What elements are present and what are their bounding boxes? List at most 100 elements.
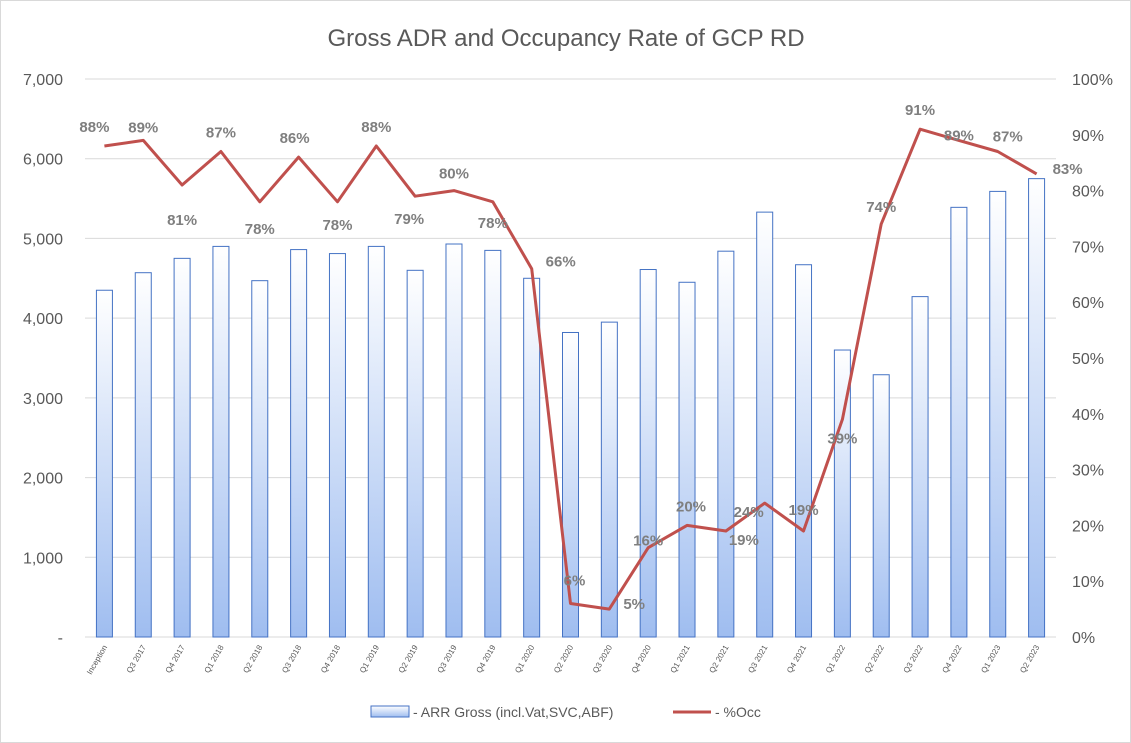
x-tick-label: Q4 2019 [474,643,497,675]
occupancy-data-label: 39% [827,430,857,447]
x-tick-label: Q3 2022 [902,643,925,675]
occupancy-data-label: 78% [245,221,275,238]
bar [989,190,1007,638]
y-right-tick-label: 70% [1072,239,1104,256]
bar [639,269,657,638]
occupancy-data-label: 79% [394,211,424,228]
bar [833,349,851,638]
occupancy-data-label: 83% [1053,161,1083,178]
bar [717,250,735,638]
bar-series [95,178,1046,638]
bar [251,280,269,638]
occupancy-data-label: 91% [905,102,935,119]
x-tick-label: Q3 2020 [591,643,614,675]
bar [678,281,696,638]
occupancy-data-label: 78% [478,215,508,232]
x-tick-label: Q3 2017 [125,643,148,675]
occupancy-data-label: 6% [564,573,586,590]
y-left-tick-label: 7,000 [23,72,63,89]
x-tick-label: Q3 2018 [280,643,303,675]
bar [290,249,308,638]
y-left-tick-label: 3,000 [23,391,63,408]
legend-bar-swatch [370,705,410,718]
bar [445,243,463,638]
occupancy-data-label: 80% [439,166,469,183]
occupancy-data-label: 74% [866,199,896,216]
x-tick-label: Q2 2021 [707,643,730,675]
bar [950,206,968,638]
y-right-tick-label: 50% [1072,351,1104,368]
y-right-tick-label: 80% [1072,184,1104,201]
y-right-tick-label: 100% [1072,72,1113,89]
data-labels: 88% 89% 81% 87% 78% 86% 78% 88% 79% 80% 78% 66% 6% 5%… [79,102,1082,613]
occupancy-data-label: 20% [676,498,706,515]
bar [173,257,191,638]
bar [367,245,385,638]
line-series [104,127,1038,611]
occupancy-data-label: 89% [128,119,158,136]
legend-bar-label: - ARR Gross (incl.Vat,SVC,ABF) [413,704,613,720]
occupancy-data-label: 78% [322,217,352,234]
x-tick-label: Q2 2022 [863,643,886,675]
x-axis: Inception Q3 2017 Q4 2017 Q1 2018 Q2 2018 Q3 … [85,643,1041,676]
bar [95,289,113,638]
occupancy-line [104,127,1038,611]
bar [212,245,230,638]
y-axis-left: - 1,000 2,000 3,000 4,000 5,000 6,000 7,000 [23,72,63,647]
occupancy-data-label: 89% [944,127,974,144]
bar [484,249,502,638]
bar [134,272,152,638]
bar [1028,178,1046,638]
x-tick-label: Q1 2018 [203,643,226,675]
y-right-tick-label: 40% [1072,407,1104,424]
x-tick-label: Q3 2019 [436,643,459,675]
y-right-tick-label: 20% [1072,518,1104,535]
bar [523,277,541,638]
bar [872,374,890,638]
x-tick-label: Inception [85,644,109,677]
occupancy-data-label: 5% [623,596,645,613]
occupancy-data-label: 86% [280,130,310,147]
x-tick-label: Q1 2019 [358,643,381,675]
x-tick-label: Q2 2018 [241,643,264,675]
y-left-tick-label: 1,000 [23,550,63,567]
occupancy-data-label: 19% [789,502,819,519]
occupancy-data-label: 87% [206,125,236,142]
legend-line-label: - %Occ [715,704,761,720]
y-right-tick-label: 60% [1072,295,1104,312]
x-tick-label: Q4 2018 [319,643,342,675]
occupancy-data-label: 81% [167,212,197,229]
x-tick-label: Q1 2022 [824,643,847,675]
bar [406,269,424,638]
x-tick-label: Q1 2020 [513,643,536,675]
bar [328,253,346,638]
y-right-tick-label: 10% [1072,574,1104,591]
x-tick-label: Q2 2023 [1018,643,1041,675]
occupancy-data-label: 87% [993,129,1023,146]
x-tick-label: Q2 2019 [397,643,420,675]
y-right-tick-label: 0% [1072,630,1095,647]
bar [600,321,618,638]
x-tick-label: Q4 2017 [164,643,187,675]
x-tick-label: Q3 2021 [746,643,769,675]
occupancy-data-label: 19% [729,532,759,549]
x-tick-label: Q1 2023 [979,643,1002,675]
y-left-tick-label: 5,000 [23,231,63,248]
x-tick-label: Q4 2021 [785,643,808,675]
y-right-tick-label: 90% [1072,128,1104,145]
occupancy-data-label: 88% [361,119,391,136]
x-tick-label: Q1 2021 [669,643,692,675]
chart-title: Gross ADR and Occupancy Rate of GCP RD [327,25,804,52]
y-left-tick-label: 4,000 [23,311,63,328]
bar [911,296,929,638]
occupancy-data-label: 66% [546,254,576,271]
occupancy-data-label: 16% [633,533,663,550]
x-tick-label: Q4 2020 [630,643,653,675]
bar [795,264,813,638]
occupancy-data-label: 88% [79,119,109,136]
occupancy-data-label: 24% [734,504,764,521]
y-left-tick-label: 2,000 [23,471,63,488]
x-tick-label: Q2 2020 [552,643,575,675]
